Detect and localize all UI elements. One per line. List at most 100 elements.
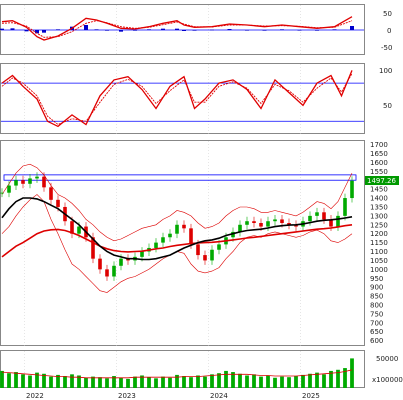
- candle-body: [252, 221, 256, 223]
- volume-bar: [168, 377, 172, 388]
- resistance-band: [3, 174, 357, 181]
- macd-histogram-bar: [280, 29, 284, 30]
- candle-body: [168, 233, 172, 238]
- candle-body: [343, 198, 347, 216]
- price-ytick-label: 1700: [370, 141, 388, 149]
- volume-bar: [231, 372, 235, 388]
- volume-bar: [287, 377, 291, 388]
- volume-bar: [133, 376, 137, 388]
- candle-body: [210, 249, 214, 261]
- volume-ytick-label: 50000: [376, 355, 398, 363]
- volume-bar: [140, 375, 144, 388]
- volume-bar: [343, 368, 347, 388]
- price-ytick-label: 1450: [370, 186, 388, 194]
- volume-bar: [280, 376, 284, 388]
- volume-unit-label: x100000: [372, 376, 403, 384]
- macd-histogram-bar: [0, 28, 4, 30]
- stoch-ytick-label: 50: [383, 102, 392, 110]
- volume-bar: [308, 373, 312, 388]
- candle-body: [126, 258, 130, 261]
- volume-bar: [329, 370, 333, 388]
- price-ytick-label: 1600: [370, 159, 388, 167]
- stoch-ytick-label: 100: [379, 67, 392, 75]
- candle-body: [91, 237, 95, 259]
- candle-body: [21, 180, 25, 184]
- volume-bar: [126, 378, 130, 388]
- candle-body: [112, 265, 116, 277]
- volume-bar: [56, 374, 60, 388]
- volume-bar: [77, 375, 81, 388]
- candle-body: [175, 224, 179, 234]
- price-ytick-label: 650: [370, 328, 383, 336]
- volume-bar: [14, 372, 18, 388]
- volume-bar: [294, 376, 298, 388]
- candle-body: [336, 215, 340, 227]
- macd-histogram-bar: [119, 30, 123, 32]
- macd-histogram-bar: [84, 25, 88, 30]
- x-tick-label: 2023: [118, 392, 136, 400]
- candle-body: [182, 224, 186, 229]
- price-ytick-label: 1350: [370, 204, 388, 212]
- x-tick-label: 2024: [210, 392, 228, 400]
- price-ytick-label: 800: [370, 302, 383, 310]
- volume-bar: [322, 374, 326, 388]
- candle-body: [189, 228, 193, 245]
- candle-body: [35, 176, 39, 179]
- volume-bar: [119, 377, 123, 388]
- candle-body: [280, 219, 284, 223]
- macd-histogram-bar: [56, 29, 60, 30]
- macd-ytick-label: -50: [381, 44, 392, 52]
- volume-bar: [245, 375, 249, 388]
- candle-body: [7, 185, 11, 193]
- price-ytick-label: 700: [370, 319, 383, 327]
- macd-histogram-bar: [182, 30, 186, 31]
- macd-histogram-bar: [192, 30, 197, 31]
- macd-histogram-bar: [210, 29, 214, 31]
- volume-bar: [336, 369, 340, 388]
- price-ytick-label: 1200: [370, 230, 388, 238]
- candle-body: [28, 178, 32, 184]
- volume-bar: [49, 376, 53, 388]
- macd-line: [1, 16, 353, 41]
- volume-bar: [301, 374, 305, 388]
- candle-body: [231, 231, 235, 238]
- candle-body: [161, 237, 165, 243]
- volume-bar: [273, 377, 277, 388]
- macd-histogram-bar: [42, 30, 46, 33]
- candle-body: [154, 242, 158, 248]
- volume-bar: [217, 373, 221, 388]
- macd-histogram-bar: [227, 29, 232, 30]
- stoch-k-line: [1, 70, 353, 128]
- x-tick-label: 2022: [26, 392, 44, 400]
- candle-body: [14, 180, 18, 186]
- macd-histogram-bar: [35, 30, 39, 34]
- macd-histogram-bar: [105, 30, 109, 31]
- candle-body: [105, 269, 109, 277]
- moving-average-mid: [1, 224, 353, 258]
- volume-bar: [63, 376, 67, 388]
- volume-bar: [154, 378, 158, 388]
- candle-body: [294, 224, 298, 227]
- candle-body: [259, 223, 263, 227]
- candle-body: [140, 251, 144, 257]
- macd-histogram-bar: [147, 29, 151, 30]
- candle-body: [308, 215, 312, 222]
- volume-bar: [161, 376, 165, 388]
- last-price-badge: [365, 176, 399, 185]
- candle-body: [315, 212, 319, 216]
- price-ytick-label: 1550: [370, 168, 388, 176]
- price-ytick-label: 1300: [370, 212, 388, 220]
- volume-bar: [105, 378, 109, 388]
- candle-body: [287, 223, 291, 225]
- macd-histogram-bar: [245, 30, 249, 31]
- stoch-d-line: [1, 73, 353, 126]
- candle-body: [49, 187, 53, 200]
- volume-bar: [84, 377, 88, 388]
- volume-bar: [224, 370, 228, 388]
- candle-body: [56, 199, 60, 207]
- volume-bar: [70, 374, 74, 388]
- volume-bar: [98, 377, 102, 388]
- candle-body: [70, 221, 74, 234]
- moving-average-long: [1, 197, 353, 261]
